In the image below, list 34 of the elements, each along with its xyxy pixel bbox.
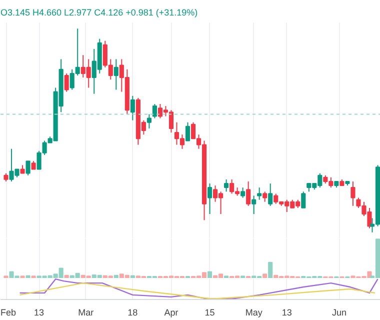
candlestick (146, 114, 152, 129)
candlestick (26, 160, 30, 176)
chart-title: O3.145 H4.660 L2.977 C4.126 +0.981 (+31.19%) (0, 8, 198, 18)
candlestick (252, 195, 256, 215)
bar (207, 271, 212, 278)
candlestick (262, 191, 268, 202)
bar (114, 274, 118, 278)
candlestick (130, 95, 135, 121)
bar (262, 274, 268, 278)
candlestick (246, 180, 251, 206)
candlestick (240, 187, 246, 198)
x-tick-label: 15 (204, 308, 215, 318)
candlestick (350, 180, 356, 206)
candlestick (257, 187, 262, 200)
bar (64, 274, 69, 278)
x-tick-label: May (245, 308, 263, 318)
candlestick (268, 182, 273, 206)
candlestick (301, 191, 306, 208)
bar (130, 275, 135, 278)
bar (26, 275, 30, 278)
x-tick-label: 13 (282, 308, 292, 318)
x-tick-label: Jun (332, 308, 346, 318)
candlestick (152, 104, 157, 119)
candlestick (207, 182, 212, 215)
x-tick-label: Feb (0, 308, 16, 318)
bar (268, 262, 273, 278)
x-tick-label: 13 (34, 308, 44, 318)
candlestick (185, 122, 190, 142)
x-tick-label: Mar (78, 308, 94, 318)
candlestick (224, 178, 229, 192)
candlestick (64, 72, 69, 92)
x-tick-label: Apr (164, 308, 178, 318)
x-tick-label: 18 (128, 308, 138, 318)
candlestick (114, 58, 118, 90)
